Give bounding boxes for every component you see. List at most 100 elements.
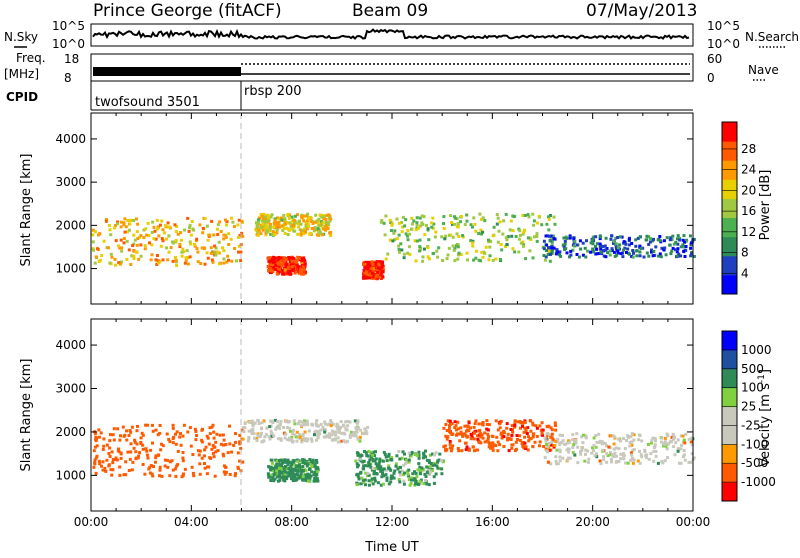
- power-cell: [406, 234, 409, 238]
- power-cell: [553, 222, 557, 226]
- power-cell: [457, 253, 460, 257]
- velocity-cell: [190, 465, 194, 469]
- power-cell: [547, 228, 551, 232]
- power-cell: [563, 247, 566, 251]
- velocity-cell: [171, 441, 175, 445]
- velocity-x-ticks: 00:00 04:00 08:00 12:00 16:00 20:00 00:00: [74, 319, 710, 529]
- power-cell: [283, 217, 287, 221]
- power-cell: [452, 223, 456, 226]
- velocity-cell: [649, 452, 653, 456]
- velocity-cell: [618, 439, 622, 443]
- velocity-cell: [304, 474, 308, 478]
- velocity-cell: [238, 459, 242, 463]
- velocity-cell: [323, 420, 327, 424]
- velocity-cell: [552, 445, 556, 449]
- power-cell: [296, 270, 300, 274]
- power-cell: [598, 242, 602, 246]
- power-cell: [591, 242, 595, 246]
- velocity-cell: [612, 434, 616, 438]
- power-cell: [368, 261, 372, 265]
- power-cell: [581, 241, 585, 245]
- velocity-cell: [456, 420, 460, 424]
- velocity-cell: [200, 438, 204, 442]
- velocity-cell: [424, 478, 427, 482]
- x-tick-label: 12:00: [375, 515, 410, 529]
- power-cell: [256, 218, 260, 222]
- velocity-cell: [486, 437, 490, 441]
- velocity-cell: [625, 439, 628, 442]
- power-cell: [518, 229, 522, 233]
- velocity-cell: [516, 438, 519, 441]
- velocity-cell: [134, 450, 138, 454]
- power-cell: [681, 245, 685, 249]
- velocity-cell: [366, 425, 370, 429]
- power-cell: [547, 217, 551, 221]
- velocity-cell: [277, 459, 281, 462]
- velocity-cell: [93, 445, 97, 449]
- velocity-cell: [373, 476, 377, 480]
- velocity-cell: [355, 451, 359, 455]
- power-cell: [415, 224, 419, 227]
- velocity-cell: [208, 456, 212, 460]
- velocity-cell: [308, 466, 312, 470]
- velocity-cell: [171, 468, 175, 472]
- velocity-cell: [430, 452, 434, 456]
- velocity-cell: [485, 439, 489, 443]
- power-cell: [418, 216, 422, 220]
- power-cell: [412, 219, 416, 223]
- velocity-cell: [181, 434, 185, 438]
- power-cell: [665, 236, 669, 240]
- velocity-cell: [267, 435, 271, 439]
- power-cell: [321, 213, 325, 217]
- velocity-cell: [593, 454, 597, 458]
- power-cell: [554, 252, 558, 256]
- velocity-cell: [389, 477, 393, 480]
- noise-left-tick-bottom: 10^0: [52, 37, 85, 51]
- power-cell: [281, 269, 285, 272]
- velocity-cell: [554, 439, 557, 443]
- velocity-cell: [299, 424, 303, 428]
- velocity-cell: [356, 463, 360, 467]
- power-cell: [612, 250, 616, 254]
- power-cell: [290, 265, 294, 269]
- power-cell: [171, 241, 175, 245]
- velocity-cell: [556, 462, 560, 466]
- velocity-cell: [263, 435, 267, 439]
- y-tick-label: 1000: [55, 468, 86, 482]
- velocity-cell: [348, 420, 352, 424]
- velocity-cell: [287, 420, 291, 423]
- velocity-cell: [619, 452, 623, 456]
- velocity-cell: [511, 430, 515, 434]
- velocity-cell: [116, 449, 120, 453]
- power-cell: [562, 236, 566, 240]
- power-cell: [381, 270, 385, 273]
- power-cell: [455, 225, 459, 229]
- power-cell: [273, 233, 277, 236]
- power-cell: [594, 245, 597, 248]
- velocity-cell: [423, 472, 427, 476]
- power-cell: [481, 216, 485, 220]
- power-cell: [267, 216, 271, 220]
- velocity-cell: [290, 435, 294, 439]
- power-cell: [390, 222, 394, 226]
- velocity-cell: [644, 456, 648, 460]
- velocity-cell: [527, 435, 530, 439]
- velocity-cell: [466, 435, 470, 439]
- power-cell: [264, 233, 268, 237]
- power-cell: [266, 226, 270, 230]
- power-cell: [262, 212, 266, 216]
- velocity-cell: [364, 471, 368, 475]
- velocity-cell: [319, 428, 323, 432]
- velocity-cell: [412, 478, 416, 482]
- power-cell: [526, 213, 530, 217]
- velocity-cell: [469, 437, 473, 441]
- power-cell: [537, 214, 541, 218]
- velocity-cell: [154, 428, 158, 432]
- velocity-cell: [293, 463, 297, 467]
- power-cell: [432, 251, 436, 255]
- velocity-cell: [407, 460, 411, 464]
- power-cell: [218, 220, 222, 224]
- power-cell: [174, 258, 178, 262]
- velocity-cell: [104, 469, 108, 473]
- power-cell: [195, 237, 199, 241]
